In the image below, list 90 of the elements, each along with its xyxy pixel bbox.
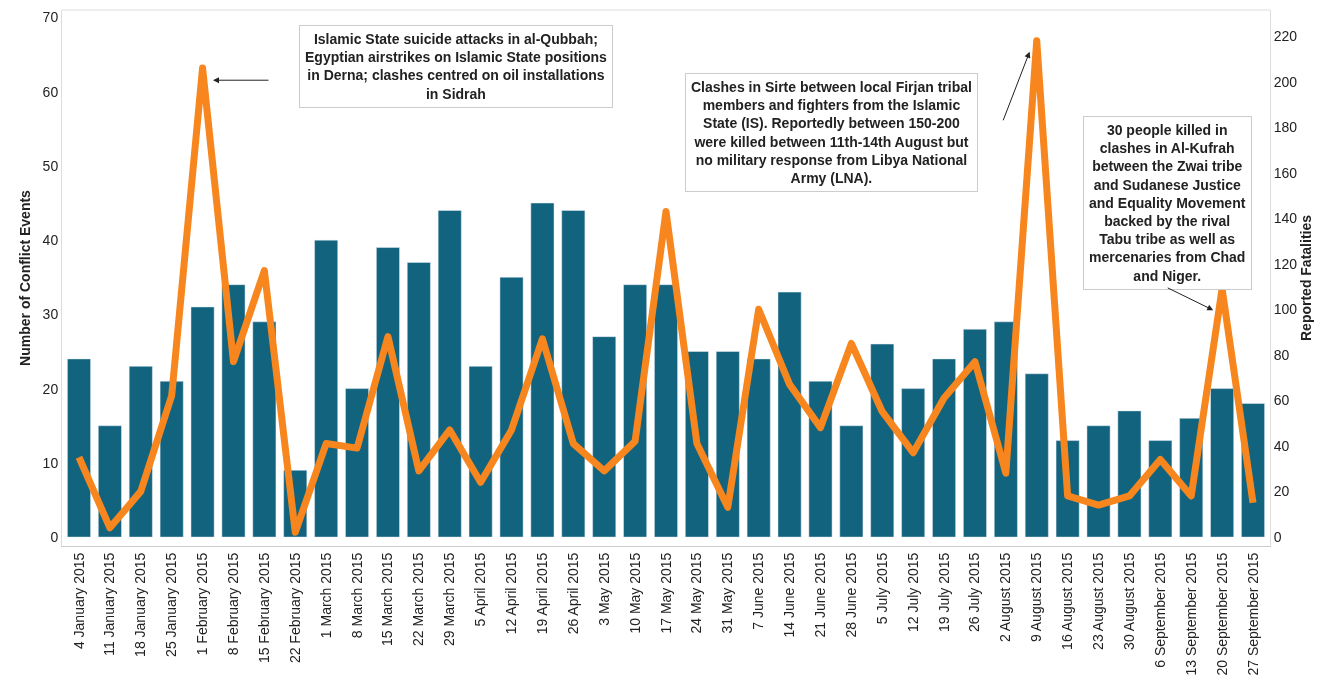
bar xyxy=(1117,410,1142,538)
bar xyxy=(468,366,493,538)
x-tick-label: 17 May 2015 xyxy=(657,552,674,634)
x-tick-label: 14 June 2015 xyxy=(781,552,798,638)
bar xyxy=(159,380,184,538)
y-tick-label: 20 xyxy=(42,380,59,397)
x-tick-label: 28 June 2015 xyxy=(842,552,859,638)
y2-tick-label: 120 xyxy=(1273,255,1298,272)
bar xyxy=(839,425,864,538)
bar xyxy=(870,343,895,538)
x-tick-label: 18 January 2015 xyxy=(132,552,149,657)
x-tick-label: 20 September 2015 xyxy=(1213,552,1230,676)
x-tick-label: 26 April 2015 xyxy=(564,552,581,635)
y-tick-label: 0 xyxy=(50,528,59,545)
bar xyxy=(67,358,91,538)
x-tick-label: 29 March 2015 xyxy=(441,552,458,647)
bar xyxy=(407,262,431,538)
bar xyxy=(654,284,678,538)
y2-tick-label: 80 xyxy=(1273,346,1290,363)
x-tick-label: 30 August 2015 xyxy=(1120,552,1137,650)
y2-tick-label: 180 xyxy=(1273,119,1298,136)
x-tick-label: 21 June 2015 xyxy=(812,552,829,638)
y2-tick-label: 140 xyxy=(1273,210,1298,227)
bar xyxy=(190,306,215,538)
y-tick-label: 60 xyxy=(42,83,59,100)
bar xyxy=(499,277,524,538)
y2-axis-title: Reported Fatalities xyxy=(1297,214,1314,342)
y2-tick-label: 40 xyxy=(1273,437,1290,454)
x-tick-label: 3 May 2015 xyxy=(595,552,612,626)
x-tick-label: 22 March 2015 xyxy=(410,552,427,647)
x-tick-label: 8 March 2015 xyxy=(348,552,365,639)
bar xyxy=(777,291,802,538)
y-tick-label: 10 xyxy=(42,454,59,471)
y-tick-label: 50 xyxy=(42,157,59,174)
bar xyxy=(437,210,462,538)
x-tick-label: 5 July 2015 xyxy=(873,552,890,625)
x-tick-label: 31 May 2015 xyxy=(719,552,736,634)
bar xyxy=(128,366,153,538)
y2-tick-label: 0 xyxy=(1273,528,1282,545)
x-tick-label: 22 February 2015 xyxy=(286,552,303,664)
bar xyxy=(932,358,956,538)
x-tick-label: 23 August 2015 xyxy=(1090,552,1107,650)
bar xyxy=(1024,373,1049,538)
x-tick-label: 1 February 2015 xyxy=(194,552,211,656)
bar xyxy=(376,247,400,538)
x-tick-label: 4 January 2015 xyxy=(70,552,87,650)
y-tick-label: 30 xyxy=(42,306,59,323)
x-tick-label: 2 August 2015 xyxy=(997,552,1014,643)
y2-tick-label: 220 xyxy=(1273,28,1298,45)
bar xyxy=(746,358,771,538)
x-tick-label: 6 September 2015 xyxy=(1151,552,1168,668)
annotation: Clashes in Sirte between local Firjan tribal members and fighters from the Islamic State (IS). Reportedly between 150-200 were killed between 11th-14th August but no military response from Libya National Army (LNA). xyxy=(691,79,972,186)
bar xyxy=(1086,425,1111,538)
text: 30 people killed in clashes in Al-Kufrah between the Zwai tribe and Sudanese Justice and Equality Movement backed by the rival Tabu tribe as well as mercenaries from Chad and Niger. xyxy=(1089,122,1246,284)
x-tick-label: 27 September 2015 xyxy=(1244,552,1261,676)
bar xyxy=(592,336,617,538)
bar xyxy=(963,328,987,538)
bar xyxy=(561,210,586,538)
bar xyxy=(901,388,925,538)
x-tick-label: 7 June 2015 xyxy=(750,552,767,630)
y2-tick-label: 100 xyxy=(1273,301,1298,318)
x-tick-label: 19 July 2015 xyxy=(935,552,952,633)
y2-tick-label: 60 xyxy=(1273,392,1290,409)
y-axis-title: Number of Conflict Events xyxy=(17,189,34,366)
x-tick-label: 15 February 2015 xyxy=(255,552,272,664)
x-tick-label: 5 April 2015 xyxy=(472,552,489,627)
x-tick-label: 15 March 2015 xyxy=(379,552,396,647)
y-tick-label: 40 xyxy=(42,232,59,249)
x-tick-label: 19 April 2015 xyxy=(533,552,550,635)
y2-tick-label: 160 xyxy=(1273,164,1298,181)
bar xyxy=(252,321,277,538)
x-tick-label: 24 May 2015 xyxy=(688,552,705,634)
x-tick-label: 12 July 2015 xyxy=(904,552,921,633)
bar xyxy=(1210,388,1234,538)
y-tick-label: 70 xyxy=(42,9,59,26)
x-tick-label: 8 February 2015 xyxy=(225,552,242,656)
x-tick-label: 25 January 2015 xyxy=(163,552,180,657)
x-tick-label: 26 July 2015 xyxy=(966,552,983,633)
x-tick-label: 1 March 2015 xyxy=(317,552,334,639)
x-tick-label: 10 May 2015 xyxy=(626,552,643,634)
x-tick-label: 9 August 2015 xyxy=(1028,552,1045,643)
y2-tick-label: 200 xyxy=(1273,73,1298,90)
bar xyxy=(530,202,555,538)
annotation: Islamic State suicide attacks in al-Qubbah; Egyptian airstrikes on Islamic State positions in Derna; clashes centred on oil installations in Sidrah xyxy=(305,31,608,102)
x-tick-label: 11 January 2015 xyxy=(101,552,118,656)
y2-tick-label: 20 xyxy=(1273,483,1290,500)
x-tick-label: 12 April 2015 xyxy=(503,552,520,635)
x-tick-label: 16 August 2015 xyxy=(1059,552,1076,650)
x-tick-label: 13 September 2015 xyxy=(1182,552,1199,676)
bar xyxy=(314,239,338,538)
